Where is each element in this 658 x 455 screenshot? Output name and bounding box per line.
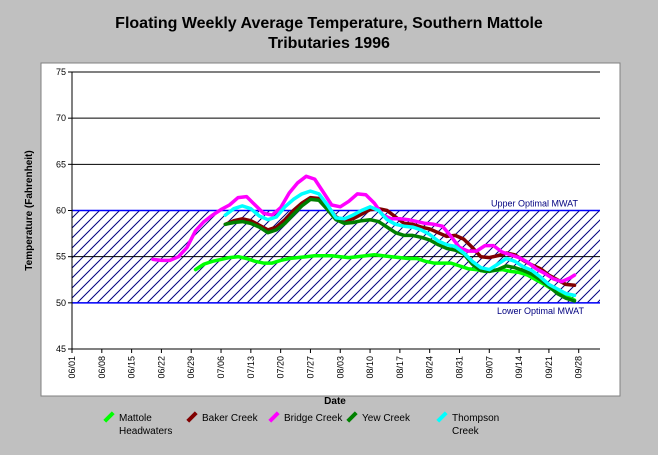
y-tick-label: 55 — [56, 252, 66, 262]
y-axis-title: Temperature (Fahrenheit) — [24, 150, 35, 270]
y-tick-label: 70 — [56, 113, 66, 123]
y-tick-label: 50 — [56, 298, 66, 308]
x-tick-label: 08/24 — [425, 356, 435, 379]
x-tick-label: 06/22 — [156, 356, 166, 379]
x-axis-title: Date — [324, 396, 346, 407]
x-tick-label: 08/10 — [365, 356, 375, 379]
lower-band-label: Lower Optimal MWAT — [497, 306, 585, 316]
x-tick-label: 06/29 — [186, 356, 196, 379]
legend-label-mattole-headwaters: Mattole Headwaters — [119, 412, 172, 438]
legend-label-line: Bridge Creek — [284, 413, 343, 424]
chart-title-line-2: Tributaries 1996 — [268, 35, 390, 52]
y-tick-label: 45 — [56, 344, 66, 354]
legend-label-line: Headwaters — [119, 426, 173, 437]
x-tick-label: 07/06 — [216, 356, 226, 379]
legend-label-line: Yew Creek — [362, 413, 410, 424]
x-tick-label: 06/15 — [127, 356, 137, 379]
series-line-mattole-headwaters — [193, 253, 577, 302]
legend-label-bridge-creek: Bridge Creek — [284, 412, 342, 425]
x-tick-label: 08/17 — [395, 356, 405, 379]
legend-label-baker-creek: Baker Creek — [202, 412, 258, 425]
x-tick-label: 09/07 — [484, 356, 494, 379]
x-tick-label: 08/03 — [335, 356, 345, 379]
x-tick-label: 06/08 — [97, 356, 107, 379]
legend-label-line: Baker Creek — [202, 413, 258, 424]
legend-label-line: Thompson — [452, 413, 500, 424]
x-tick-label: 07/27 — [305, 356, 315, 379]
x-tick-label: 07/20 — [276, 356, 286, 379]
chart-title-line-1: Floating Weekly Average Temperature, Sou… — [115, 15, 543, 32]
legend-label-yew-creek: Yew Creek — [362, 412, 410, 425]
x-tick-label: 07/13 — [246, 356, 256, 379]
upper-band-label: Upper Optimal MWAT — [491, 199, 579, 209]
series-line-thompson-creek — [223, 189, 577, 298]
x-tick-label: 08/31 — [454, 356, 464, 379]
x-tick-label: 09/28 — [574, 356, 584, 379]
y-tick-label: 75 — [56, 67, 66, 77]
legend-label-line: Mattole — [119, 413, 152, 424]
legend-label-thompson-creek: Thompson Creek — [452, 412, 499, 438]
x-tick-label: 06/01 — [67, 356, 77, 379]
chart-title: Floating Weekly Average Temperature, Sou… — [0, 14, 658, 54]
series-line-bridge-creek — [151, 174, 577, 284]
x-tick-label: 09/21 — [544, 356, 554, 379]
y-tick-label: 65 — [56, 159, 66, 169]
y-tick-label: 60 — [56, 206, 66, 216]
legend-label-line: Creek — [452, 426, 479, 437]
x-tick-label: 09/14 — [514, 356, 524, 379]
series-line-yew-creek — [223, 197, 577, 303]
